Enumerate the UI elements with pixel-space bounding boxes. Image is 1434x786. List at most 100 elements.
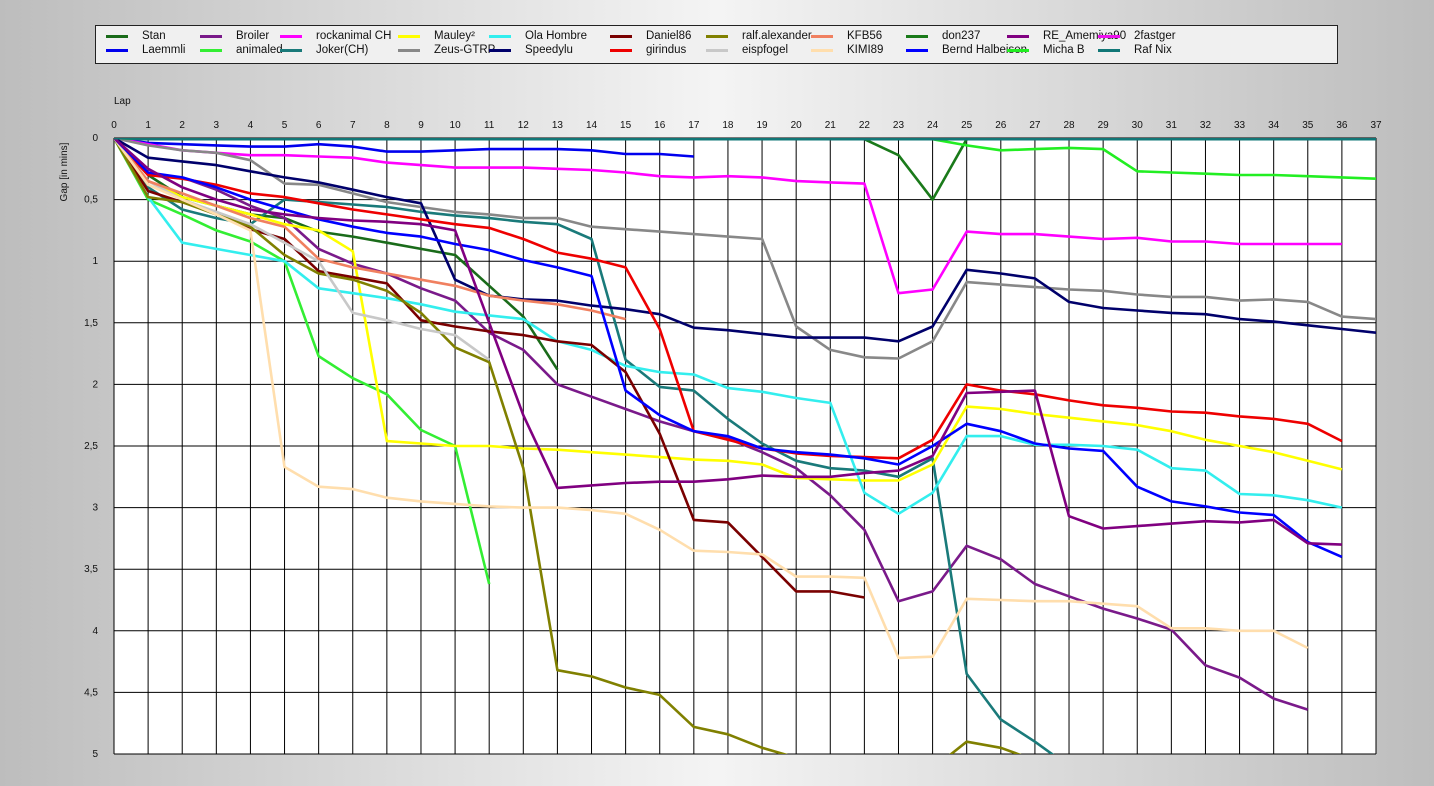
legend-label: Laemmli	[142, 44, 186, 56]
legend-label: Ola Hombre	[525, 30, 587, 42]
legend-swatch	[610, 35, 632, 38]
x-tick-label: 14	[586, 120, 598, 131]
y-axis-label: Gap [in mins]	[59, 142, 70, 201]
legend-label: rockanimal CH	[316, 30, 392, 42]
y-tick-label: 1,5	[84, 318, 98, 329]
legend-label: Raf Nix	[1134, 44, 1172, 56]
series-line-zeus-gtrp	[114, 138, 1376, 360]
x-tick-label: 5	[282, 120, 288, 131]
legend-swatch	[1007, 49, 1029, 52]
x-tick-label: 26	[995, 120, 1007, 131]
legend-swatch	[1007, 35, 1029, 38]
series-line-girindus	[114, 138, 1343, 460]
legend-swatch	[811, 49, 833, 52]
y-tick-label: 3	[92, 503, 98, 514]
x-axis: 0 1 2 3 4 5 6 7 8 9 10 11 12 13 14 15 16 17 18 19 20 21 22 23 24…	[111, 120, 1382, 131]
x-tick-label: 23	[893, 120, 905, 131]
legend-label: Broiler	[236, 30, 270, 42]
legend-label: animaled	[236, 44, 283, 56]
x-tick-label: 1	[145, 120, 151, 131]
legend-label: RE_Amemiya90	[1043, 30, 1127, 42]
series-line-ralf-alexander	[114, 138, 1022, 754]
legend-swatch	[200, 35, 222, 38]
legend-label: eispfogel	[742, 44, 789, 56]
legend-swatch	[1098, 35, 1120, 38]
x-tick-label: 3	[214, 120, 220, 131]
series-line-kimi89	[114, 138, 1309, 660]
chart-legend: Stan Laemmli Broiler animaled rockanimal CH J…	[95, 25, 1338, 64]
legend-label: girindus	[646, 44, 687, 56]
y-tick-label: 0	[92, 133, 98, 144]
legend-label: Mauley²	[434, 30, 475, 42]
y-tick-label: 2,5	[84, 441, 98, 452]
x-tick-label: 9	[418, 120, 424, 131]
x-tick-label: 7	[350, 120, 356, 131]
y-tick-label: 1	[92, 256, 98, 267]
legend-swatch	[398, 35, 420, 38]
legend-label: ralf.alexander	[742, 30, 812, 42]
series-line-ola-hombre	[114, 138, 1343, 516]
legend-label: Bernd Halbeisen	[942, 44, 1028, 56]
x-tick-label: 20	[791, 120, 803, 131]
legend-swatch	[811, 35, 833, 38]
x-tick-label: 24	[927, 120, 939, 131]
x-tick-label: 31	[1166, 120, 1178, 131]
x-tick-label: 35	[1302, 120, 1314, 131]
legend-swatch	[280, 49, 302, 52]
x-tick-label: 12	[518, 120, 530, 131]
x-tick-label: 30	[1132, 120, 1144, 131]
legend-label: KFB56	[847, 30, 883, 42]
legend-swatch	[489, 35, 511, 38]
series-line-speedylu	[114, 138, 1376, 343]
x-tick-label: 36	[1336, 120, 1348, 131]
x-tick-label: 37	[1370, 120, 1382, 131]
x-tick-label: 15	[620, 120, 632, 131]
x-tick-label: 22	[859, 120, 871, 131]
legend-label: Micha B	[1043, 44, 1085, 56]
legend-label: Daniel86	[646, 30, 692, 42]
y-tick-label: 3,5	[84, 564, 98, 575]
series-line-kfb56	[114, 138, 626, 321]
legend-swatch	[906, 49, 928, 52]
legend-label: Speedylu	[525, 44, 573, 56]
legend-swatch	[106, 49, 128, 52]
x-tick-label: 16	[654, 120, 666, 131]
y-tick-label: 4,5	[84, 687, 98, 698]
legend-label: Zeus-GTRP	[434, 44, 496, 56]
series-lines	[114, 138, 1376, 754]
x-tick-label: 18	[722, 120, 734, 131]
series-line-joker-ch-	[114, 138, 1055, 754]
legend-label: don237	[942, 30, 981, 42]
x-tick-label: 0	[111, 120, 117, 131]
y-tick-label: 0,5	[84, 195, 98, 206]
series-line-rockanimal-ch	[114, 138, 1342, 295]
legend-label: 2fastger	[1134, 30, 1176, 42]
series-line-raf-nix	[114, 138, 1376, 141]
y-axis: 0 0,5 1 1,5 2 2,5 3 3,5 4 4,5 5	[84, 133, 98, 760]
x-tick-label: 19	[756, 120, 768, 131]
x-tick-label: 27	[1029, 120, 1041, 131]
x-tick-label: 33	[1234, 120, 1246, 131]
x-tick-label: 4	[248, 120, 254, 131]
legend-swatch	[906, 35, 928, 38]
legend-swatch	[398, 49, 420, 52]
x-tick-label: 28	[1063, 120, 1075, 131]
x-tick-label: 32	[1200, 120, 1212, 131]
x-tick-label: 11	[484, 120, 495, 131]
x-tick-label: 29	[1098, 120, 1110, 131]
legend-swatch	[106, 35, 128, 38]
legend-swatch	[280, 35, 302, 38]
legend-label: Stan	[142, 30, 166, 42]
x-tick-label: 8	[384, 120, 390, 131]
x-tick-label: 13	[552, 120, 564, 131]
x-tick-label: 17	[688, 120, 700, 131]
x-axis-label: Lap	[114, 96, 131, 107]
x-tick-label: 10	[450, 120, 462, 131]
x-tick-label: 6	[316, 120, 322, 131]
legend-swatch	[706, 35, 728, 38]
series-line-re-amemiya90	[114, 138, 1342, 546]
x-tick-label: 25	[961, 120, 973, 131]
x-tick-label: 34	[1268, 120, 1280, 131]
series-line-mauley-	[114, 138, 1343, 482]
